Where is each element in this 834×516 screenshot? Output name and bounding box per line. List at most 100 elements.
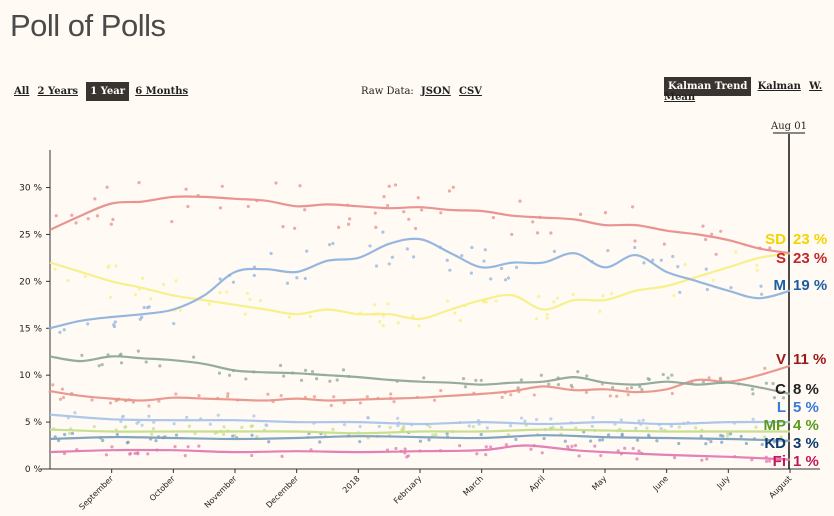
y-tick-label: 15 % (19, 324, 42, 334)
poll-dot-kd (739, 434, 743, 439)
poll-dot-mp (151, 427, 155, 431)
range-1-year-button[interactable]: 1 Year (86, 82, 130, 101)
poll-dot-c (282, 374, 286, 378)
poll-dot-sd (258, 298, 263, 303)
poll-dot-s (578, 212, 583, 216)
y-tick-label: 10 % (19, 371, 42, 381)
poll-dot-m (642, 261, 646, 265)
json-link[interactable]: JSON (420, 86, 451, 97)
poll-dot-sd (66, 278, 70, 283)
poll-dot-s (420, 208, 424, 212)
poll-dot-s (186, 204, 190, 209)
poll-dot-v (61, 395, 66, 400)
poll-dot-s (86, 217, 90, 221)
poll-dot-sd (248, 297, 252, 301)
poll-dot-l (659, 427, 663, 431)
range-6-months-link[interactable]: 6 Months (135, 86, 189, 97)
end-label-party-fi: Fi (773, 453, 786, 470)
poll-dot-kd (418, 439, 423, 443)
poll-dot-kd (655, 439, 659, 443)
poll-dot-fi (146, 452, 150, 456)
poll-dot-kd (445, 432, 449, 436)
end-label-party-l: L (777, 399, 786, 416)
poll-dot-c (781, 396, 786, 400)
method-controls: Kalman Trend Kalman W. Mean (664, 77, 834, 103)
poll-dot-fi (197, 444, 201, 448)
poll-dot-c (335, 378, 339, 382)
x-tick-label: August (767, 474, 793, 500)
kalman-link[interactable]: Kalman (757, 81, 801, 92)
range-all-link[interactable]: All (14, 86, 30, 97)
trend-line-c (49, 355, 791, 395)
poll-dot-sd (417, 324, 421, 328)
poll-dot-sd (386, 302, 390, 306)
poll-dot-s (518, 199, 522, 203)
poll-dot-m (390, 255, 395, 259)
poll-dot-sd (114, 264, 118, 268)
poll-dot-m (482, 259, 486, 263)
end-label-value-l: 5 % (793, 399, 819, 416)
poll-dot-v (358, 401, 362, 405)
poll-dot-c (640, 387, 644, 392)
poll-dot-v (707, 376, 711, 380)
poll-dot-mp (67, 431, 72, 436)
poll-dot-fi (673, 456, 677, 460)
poll-dot-v (147, 404, 151, 408)
poll-dot-s (382, 195, 386, 199)
poll-dot-c (328, 379, 332, 383)
poll-dot-l (769, 424, 773, 428)
y-tick-label: 5 % (25, 418, 43, 428)
poll-dot-s (281, 225, 285, 229)
x-tick-label: May (590, 474, 608, 492)
poll-dot-m (760, 292, 764, 296)
poll-dot-mp (187, 424, 191, 428)
trend-line-l (49, 413, 791, 426)
poll-dot-mp (331, 427, 335, 431)
range-2-years-link[interactable]: 2 Years (37, 86, 78, 97)
poll-dot-c (310, 369, 315, 374)
poll-dot-m (729, 285, 733, 290)
y-tick-label: 30 % (19, 184, 42, 194)
poll-dot-mp (428, 425, 432, 429)
poll-dot-v (670, 391, 674, 396)
x-tick-label: 2018 (341, 474, 362, 495)
trend-line-sd (49, 252, 791, 321)
poll-dot-v (329, 403, 333, 408)
poll-dot-c (771, 381, 775, 386)
poll-dot-fi (529, 447, 533, 451)
poll-dot-l (641, 418, 645, 422)
poll-dot-l (208, 422, 212, 426)
poll-dot-v (584, 390, 589, 394)
x-tick-label: April (527, 474, 546, 493)
poll-dot-sd (601, 294, 605, 298)
poll-dot-l (366, 416, 370, 420)
end-label-value-s: 23 % (793, 250, 827, 267)
poll-dot-c (646, 377, 650, 381)
poll-dot-kd (101, 438, 105, 443)
poll-dot-c (569, 383, 573, 388)
poll-dot-s (109, 222, 113, 226)
poll-dot-mp (434, 432, 438, 437)
poll-dot-v (615, 394, 619, 398)
end-label-value-fi: 1 % (793, 453, 819, 470)
poll-dot-c (661, 372, 665, 377)
poll-dot-m (759, 284, 763, 288)
y-tick-label: 25 % (19, 230, 42, 240)
end-label-party-v: V (776, 351, 786, 368)
trend-line-kd (49, 434, 791, 442)
poll-dot-l (252, 414, 256, 418)
end-label-value-mp: 4 % (793, 417, 819, 434)
poll-dot-v (389, 392, 393, 396)
weighted-mean-link[interactable]: W. Mean (664, 81, 823, 103)
poll-dot-sd (734, 250, 738, 254)
poll-dot-c (100, 363, 104, 367)
trend-line-fi (49, 444, 791, 461)
raw-data-label: Raw Data: (361, 86, 414, 97)
poll-dot-v (51, 383, 55, 387)
poll-dot-v (312, 395, 317, 399)
csv-link[interactable]: CSV (458, 86, 482, 97)
poll-dot-s (393, 183, 398, 187)
poll-dot-s (111, 217, 115, 222)
poll-dot-sd (308, 314, 312, 318)
poll-dot-s (293, 226, 297, 230)
